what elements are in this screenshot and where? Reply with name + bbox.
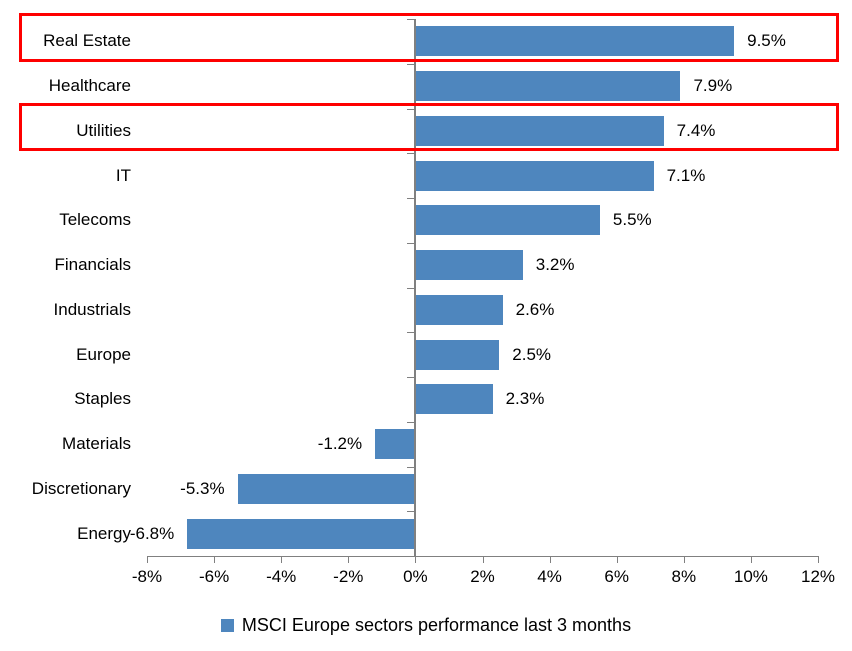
- value-label: 7.9%: [693, 76, 733, 96]
- category-tick: [407, 63, 415, 65]
- category-label: Industrials: [53, 299, 131, 319]
- highlight-box: [19, 102, 839, 152]
- x-axis-tick: [683, 556, 685, 563]
- x-axis-tick: [482, 556, 484, 563]
- value-label: 9.5%: [747, 31, 786, 51]
- legend-label: MSCI Europe sectors performance last 3 m…: [241, 614, 632, 635]
- category-tick: [407, 421, 415, 423]
- category-label: Staples: [74, 389, 131, 409]
- category-label: IT: [115, 165, 131, 185]
- x-tick-label: 2%: [470, 567, 495, 586]
- category-tick: [407, 153, 415, 155]
- x-axis-tick: [616, 556, 618, 563]
- category-tick: [407, 466, 415, 468]
- x-axis-tick: [750, 556, 752, 563]
- category-label: Healthcare: [48, 76, 131, 96]
- legend-marker-icon: [220, 618, 234, 632]
- x-axis-tick: [281, 556, 283, 563]
- category-label: Utilities: [76, 120, 131, 140]
- bar: [415, 115, 664, 146]
- category-label: Europe: [76, 344, 131, 364]
- highlight-box: [19, 13, 839, 62]
- value-label: 2.6%: [515, 299, 555, 319]
- bar: [415, 339, 500, 370]
- category-label: Energy: [77, 523, 131, 543]
- category-label: Financials: [54, 255, 131, 275]
- category-label: Real Estate: [43, 31, 131, 51]
- bar: [237, 473, 416, 504]
- x-tick-label: 4%: [537, 567, 562, 586]
- value-label: 7.1%: [666, 165, 706, 185]
- category-label: Telecoms: [59, 210, 131, 230]
- y-axis-line: [414, 19, 417, 556]
- category-tick: [407, 242, 415, 244]
- value-label: -5.3%: [180, 478, 225, 498]
- value-label: -6.8%: [129, 523, 175, 543]
- x-tick-label: -8%: [131, 567, 163, 586]
- bar: [415, 294, 503, 325]
- bar: [415, 160, 654, 191]
- x-tick-label: 8%: [671, 567, 697, 586]
- category-tick: [407, 287, 415, 289]
- x-tick-label: -4%: [266, 567, 297, 586]
- x-tick-label: 0%: [403, 567, 428, 586]
- x-axis-tick: [818, 556, 819, 563]
- bar: [415, 384, 493, 415]
- value-label: -1.2%: [317, 434, 363, 454]
- x-axis-tick: [214, 556, 216, 563]
- bar: [415, 26, 735, 57]
- x-tick-label: -2%: [333, 567, 364, 586]
- bar: [375, 429, 416, 460]
- value-label: 7.4%: [676, 120, 716, 140]
- bar: [415, 71, 681, 102]
- value-label: 3.2%: [535, 255, 575, 275]
- x-axis-tick: [348, 556, 350, 563]
- x-axis-tick: [147, 556, 148, 563]
- legend: MSCI Europe sectors performance last 3 m…: [0, 611, 852, 639]
- x-tick-label: -6%: [198, 567, 230, 586]
- x-axis-tick: [549, 556, 551, 563]
- x-tick-label: 10%: [733, 567, 768, 586]
- category-label: Discretionary: [31, 478, 131, 498]
- x-axis-tick: [415, 556, 417, 563]
- category-tick: [407, 377, 415, 378]
- bar: [187, 518, 416, 549]
- x-tick-label: 12%: [800, 567, 836, 586]
- category-tick: [407, 511, 415, 513]
- value-label: 5.5%: [612, 210, 652, 230]
- x-tick-label: 6%: [604, 567, 629, 586]
- category-tick: [407, 19, 415, 20]
- category-tick: [407, 198, 415, 199]
- bar: [415, 250, 523, 281]
- category-tick: [407, 108, 415, 110]
- value-label: 2.3%: [505, 389, 545, 409]
- category-label: Materials: [62, 434, 131, 454]
- bar: [415, 205, 600, 236]
- value-label: 2.5%: [512, 344, 552, 364]
- category-tick: [407, 332, 415, 334]
